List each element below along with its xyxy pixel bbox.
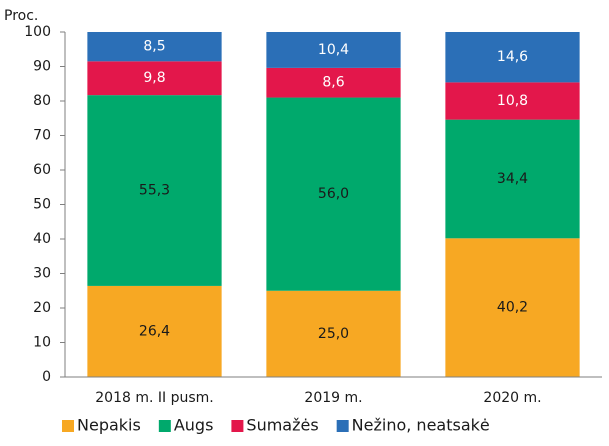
bar-segment	[266, 97, 401, 291]
legend-label: Sumažės	[246, 416, 318, 435]
bar-segment	[266, 32, 401, 68]
y-tick-label: 70	[33, 128, 51, 144]
bar-segment	[87, 61, 222, 96]
bar-segment	[445, 82, 580, 120]
y-tick-label: 90	[33, 59, 51, 75]
legend-label: Nepakis	[77, 416, 141, 435]
value-label: 55,3	[139, 183, 170, 199]
y-tick-label: 10	[33, 335, 51, 351]
value-label: 9,8	[143, 70, 165, 86]
y-tick-label: 100	[24, 24, 51, 40]
y-tick-label: 30	[33, 266, 51, 282]
value-label: 14,6	[497, 49, 528, 65]
x-tick-label: 2019 m.	[304, 390, 362, 406]
x-tick-label: 2020 m.	[483, 390, 541, 406]
y-tick-label: 20	[33, 300, 51, 316]
bar-segment	[445, 32, 580, 83]
y-tick-label: 40	[33, 231, 51, 247]
value-label: 40,2	[497, 300, 528, 316]
legend-swatch	[231, 420, 244, 432]
legend-swatch	[336, 420, 349, 432]
value-label: 10,4	[318, 42, 349, 58]
value-label: 56,0	[318, 186, 349, 202]
value-label: 26,4	[139, 323, 170, 339]
bar-segment	[445, 238, 580, 377]
value-label: 8,5	[143, 39, 165, 55]
bar-segment	[87, 95, 222, 286]
legend-label: Nežino, neatsakė	[352, 416, 490, 435]
y-tick-label: 50	[33, 197, 51, 213]
bar-segment	[87, 285, 222, 377]
value-label: 25,0	[318, 326, 349, 342]
y-tick-label: 60	[33, 162, 51, 178]
bar-segment	[87, 32, 222, 62]
legend-swatch	[158, 420, 171, 432]
x-tick-label: 2018 m. II pusm.	[95, 390, 213, 406]
y-tick-label: 0	[42, 369, 51, 385]
bar-segment	[266, 67, 401, 98]
bar-segment	[445, 119, 580, 239]
y-tick-label: 80	[33, 93, 51, 109]
legend-label: Augs	[174, 416, 214, 435]
value-label: 8,6	[322, 75, 344, 91]
value-label: 10,8	[497, 93, 528, 109]
bar-segment	[266, 290, 401, 377]
value-label: 34,4	[497, 171, 528, 187]
legend-swatch	[62, 420, 74, 432]
y-axis-label: Proc.	[4, 8, 38, 24]
